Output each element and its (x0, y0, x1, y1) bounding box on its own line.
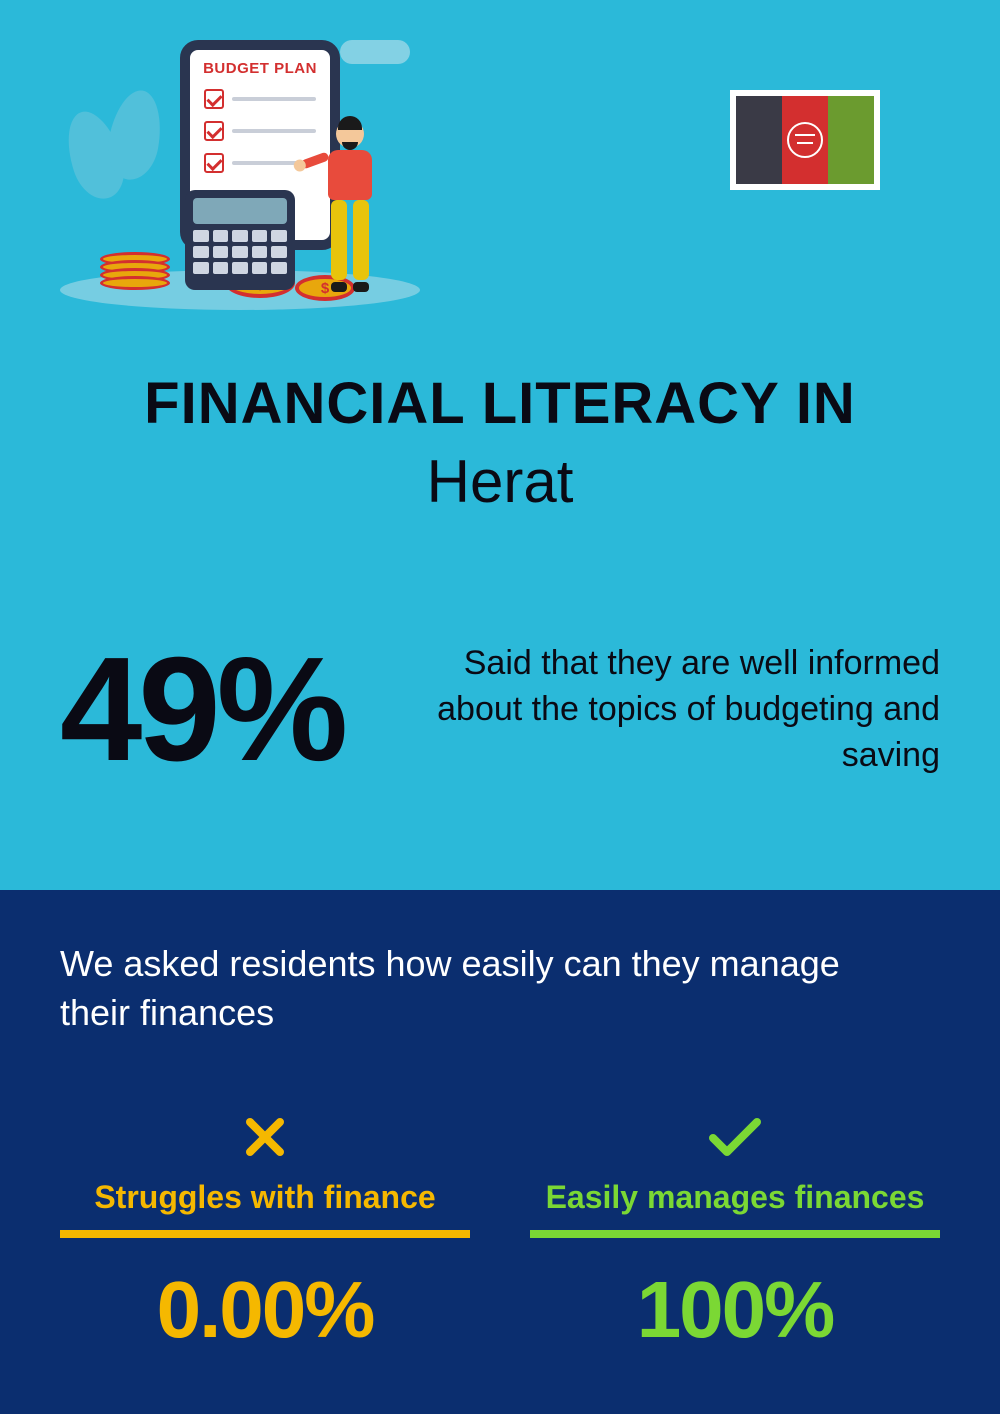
manages-label: Easily manages finances (530, 1179, 940, 1216)
struggles-column: Struggles with finance 0.00% (60, 1107, 470, 1356)
budget-illustration: BUDGET PLAN $ $ (60, 30, 420, 310)
title-line1: FINANCIAL LITERACY IN (60, 370, 940, 437)
manages-value: 100% (530, 1264, 940, 1356)
main-stat-row: 49% Said that they are well informed abo… (60, 636, 940, 784)
title-line2: Herat (60, 447, 940, 516)
result-columns: Struggles with finance 0.00% Easily mana… (60, 1107, 940, 1356)
divider (530, 1230, 940, 1238)
struggles-value: 0.00% (60, 1264, 470, 1356)
cross-icon (60, 1107, 470, 1167)
flag-emblem-icon (787, 122, 823, 158)
header-row: BUDGET PLAN $ $ (60, 30, 940, 310)
survey-question: We asked residents how easily can they m… (60, 940, 840, 1037)
main-stat-value: 49% (60, 636, 344, 784)
calculator-icon (185, 190, 295, 290)
bottom-section: We asked residents how easily can they m… (0, 890, 1000, 1414)
manages-column: Easily manages finances 100% (530, 1107, 940, 1356)
title-block: FINANCIAL LITERACY IN Herat (60, 370, 940, 516)
person-icon (315, 120, 385, 290)
check-icon (530, 1107, 940, 1167)
main-stat-description: Said that they are well informed about t… (374, 641, 940, 779)
divider (60, 1230, 470, 1238)
top-section: BUDGET PLAN $ $ (0, 0, 1000, 890)
struggles-label: Struggles with finance (60, 1179, 470, 1216)
tablet-label: BUDGET PLAN (190, 60, 330, 77)
coins-icon (90, 200, 180, 290)
afghanistan-flag (730, 90, 880, 190)
